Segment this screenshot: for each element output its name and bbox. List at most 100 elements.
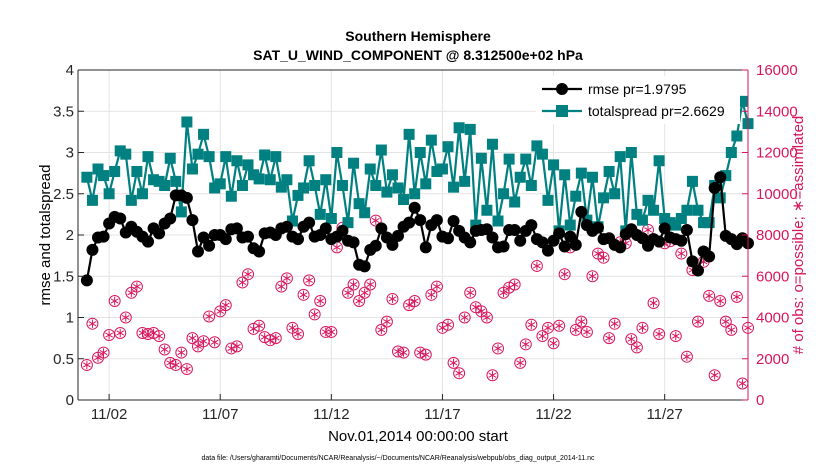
obs-assimilated-point: [421, 350, 430, 359]
obs-assimilated-point: [527, 320, 536, 329]
rmse-point: [186, 214, 199, 227]
totalspread-point: [159, 180, 171, 191]
obs-possible-point: [186, 332, 199, 345]
obs-assimilated-point: [555, 321, 563, 330]
obs-assimilated-point: [499, 288, 508, 297]
rmse-point: [153, 227, 166, 240]
totalspread-point: [264, 174, 276, 186]
rmse-point: [347, 236, 360, 249]
totalspread-point: [336, 180, 348, 191]
obs-assimilated-point: [455, 368, 463, 378]
rmse-point: [653, 235, 666, 248]
obs-possible-point: [708, 369, 721, 382]
y-axis-label-left: rmse and totalspread: [37, 165, 54, 306]
rmse-point: [80, 274, 93, 287]
obs-assimilated-point: [99, 348, 108, 357]
totalspread-point: [131, 165, 143, 177]
rmse-point: [369, 239, 382, 252]
obs-assimilated-point: [599, 253, 608, 262]
obs-assimilated-point: [594, 249, 602, 258]
rmse-point: [542, 244, 554, 257]
totalspread-point: [381, 186, 393, 198]
legend-spread-label: totalspread pr=2.6629: [588, 103, 725, 119]
rmse-point: [319, 222, 332, 235]
rmse-point: [230, 222, 243, 235]
obs-possible-point: [358, 286, 371, 299]
chart-subtitle: SAT_U_WIND_COMPONENT @ 8.312500e+02 hPa: [253, 47, 583, 63]
obs-assimilated-point: [477, 307, 486, 316]
totalspread-point: [98, 170, 110, 182]
obs-assimilated-point: [671, 331, 680, 341]
obs-possible-point: [308, 308, 321, 321]
obs-assimilated-point: [383, 317, 391, 326]
rmse-point: [414, 214, 427, 227]
totalspread-point: [531, 140, 543, 152]
obs-possible-point: [647, 297, 660, 310]
obs-possible-point: [347, 278, 360, 291]
obs-assimilated-point: [110, 296, 119, 306]
obs-possible-point: [386, 292, 399, 305]
totalspread-point: [398, 194, 410, 206]
y-axis-label-right: # of obs: o=possible; ∗=assimilated: [790, 116, 807, 355]
totalspread-point: [320, 174, 332, 186]
obs-possible-point: [314, 295, 327, 307]
totalspread-point: [209, 182, 221, 194]
obs-assimilated-point: [721, 317, 730, 326]
obs-possible-point: [342, 286, 354, 299]
obs-assimilated-point: [105, 330, 113, 340]
totalspread-point: [659, 213, 671, 224]
obs-assimilated-point: [460, 313, 469, 322]
y-tick-label-right: 6000: [756, 268, 789, 285]
rmse-point: [658, 222, 671, 235]
x-tick-label: 11/22: [535, 406, 571, 423]
data-file-footnote: data file: /Users/gharamti/Documents/NCA…: [201, 455, 595, 462]
obs-assimilated-point: [271, 333, 280, 343]
y-tick-label-left: 3: [66, 145, 74, 162]
totalspread-point: [303, 155, 315, 167]
obs-assimilated-point: [521, 340, 530, 349]
totalspread-point: [214, 178, 226, 190]
y-tick-label-right: 2000: [756, 351, 789, 368]
totalspread-point: [642, 194, 654, 206]
obs-assimilated-point: [127, 288, 136, 297]
obs-assimilated-point: [433, 282, 441, 291]
obs-assimilated-point: [710, 371, 719, 380]
obs-possible-point: [453, 367, 466, 380]
rmse-point: [680, 224, 693, 237]
rmse-point: [164, 212, 177, 225]
obs-assimilated-point: [677, 249, 686, 258]
y-tick-label-right: 0: [756, 392, 764, 409]
rmse-point: [280, 220, 293, 233]
obs-assimilated-point: [510, 280, 519, 289]
rmse-point: [714, 171, 727, 184]
obs-assimilated-point: [277, 282, 286, 291]
totalspread-point: [403, 128, 415, 140]
obs-assimilated-point: [333, 243, 341, 252]
rmse-point: [180, 191, 193, 204]
obs-assimilated-point: [544, 323, 552, 333]
obs-possible-point: [175, 346, 188, 359]
obs-assimilated-point: [288, 323, 297, 333]
totalspread-point: [436, 163, 448, 175]
rmse-point: [375, 222, 388, 235]
rmse-point: [392, 229, 404, 242]
obs-assimilated-point: [394, 347, 402, 356]
obs-assimilated-point: [244, 269, 252, 279]
totalspread-point: [253, 173, 265, 185]
obs-possible-point: [636, 321, 649, 334]
rmse-point: [569, 238, 582, 251]
obs-possible-point: [725, 323, 738, 336]
totalspread-point: [692, 204, 704, 216]
x-axis-label: Nov.01,2014 00:00:00 start: [328, 428, 509, 445]
obs-assimilated-point: [427, 290, 436, 300]
obs-assimilated-point: [344, 288, 352, 297]
chart-title: Southern Hemisphere: [345, 28, 491, 44]
obs-possible-point: [703, 289, 716, 302]
y-tick-label-left: 1.5: [53, 268, 74, 285]
obs-assimilated-point: [327, 327, 336, 337]
obs-possible-point: [97, 346, 110, 359]
totalspread-point: [714, 192, 726, 204]
totalspread-point: [136, 188, 148, 200]
totalspread-point: [292, 189, 304, 201]
totalspread-point: [170, 175, 182, 187]
